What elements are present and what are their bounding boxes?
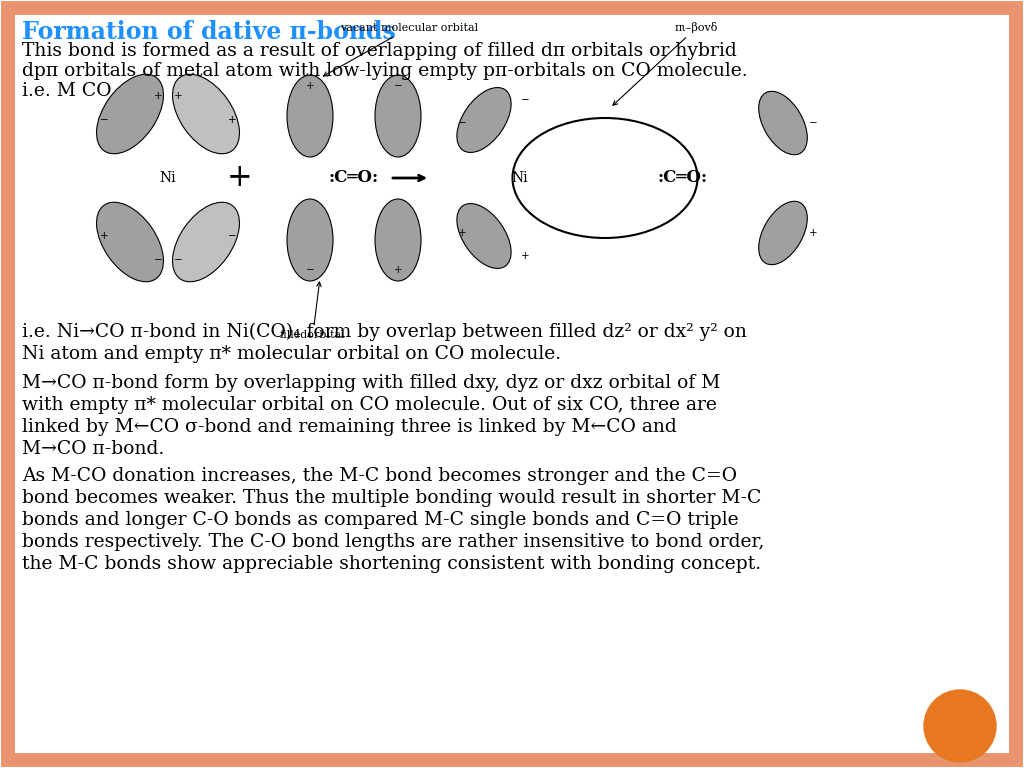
Text: −: −: [99, 115, 109, 125]
Text: Ni: Ni: [160, 171, 176, 185]
Text: +: +: [393, 265, 402, 275]
Text: Ni: Ni: [512, 171, 528, 185]
Text: −: −: [227, 231, 237, 241]
Ellipse shape: [375, 75, 421, 157]
Text: with empty π* molecular orbital on CO molecule. Out of six CO, three are: with empty π* molecular orbital on CO mo…: [22, 396, 717, 414]
Text: i.e. M CO: i.e. M CO: [22, 82, 112, 100]
Text: −: −: [174, 255, 182, 265]
Text: Formation of dative π-bonds: Formation of dative π-bonds: [22, 20, 396, 44]
Text: +: +: [520, 251, 529, 261]
Ellipse shape: [172, 74, 240, 154]
Text: +: +: [99, 231, 109, 241]
Text: +: +: [227, 163, 253, 194]
Text: πι–βovδ: πι–βovδ: [613, 22, 719, 105]
Text: the M-C bonds show appreciable shortening consistent with bonding concept.: the M-C bonds show appreciable shortenin…: [22, 554, 761, 573]
Text: M→CO π-bond.: M→CO π-bond.: [22, 439, 164, 458]
Text: −: −: [520, 95, 529, 105]
Circle shape: [924, 690, 996, 762]
Text: This bond is formed as a result of overlapping of filled dπ orbitals or hybrid: This bond is formed as a result of overl…: [22, 42, 736, 60]
Text: bond becomes weaker. Thus the multiple bonding would result in shorter M-C: bond becomes weaker. Thus the multiple b…: [22, 488, 762, 507]
Text: +: +: [227, 115, 237, 125]
Text: bonds and longer C-O bonds as compared M-C single bonds and C=O triple: bonds and longer C-O bonds as compared M…: [22, 511, 738, 528]
Ellipse shape: [759, 91, 807, 154]
Text: +: +: [154, 91, 163, 101]
Ellipse shape: [457, 204, 511, 269]
Ellipse shape: [96, 74, 164, 154]
Ellipse shape: [457, 88, 511, 153]
Text: +: +: [174, 91, 182, 101]
Text: :C═O:: :C═O:: [657, 170, 708, 187]
Text: M→CO π-bond form by overlapping with filled dxy, dyz or dxz orbital of M: M→CO π-bond form by overlapping with fil…: [22, 373, 720, 392]
Text: −: −: [393, 81, 402, 91]
Ellipse shape: [172, 202, 240, 282]
Text: :C═O:: :C═O:: [329, 170, 379, 187]
Text: dpπ orbitals of metal atom with low-lying empty pπ-orbitals on CO molecule.: dpπ orbitals of metal atom with low-lyin…: [22, 62, 748, 80]
Ellipse shape: [96, 202, 164, 282]
Text: vacant molecular orbital: vacant molecular orbital: [324, 23, 478, 76]
Text: Ni atom and empty π* molecular orbital on CO molecule.: Ni atom and empty π* molecular orbital o…: [22, 345, 561, 363]
Ellipse shape: [759, 201, 807, 265]
Text: +: +: [458, 228, 466, 238]
Ellipse shape: [287, 199, 333, 281]
Text: As M-CO donation increases, the M-C bond becomes stronger and the C=O: As M-CO donation increases, the M-C bond…: [22, 467, 737, 485]
Text: +: +: [809, 228, 817, 238]
Ellipse shape: [287, 75, 333, 157]
Text: −: −: [809, 118, 817, 128]
Text: −: −: [154, 255, 163, 265]
Text: filledorbital: filledorbital: [280, 282, 346, 340]
Text: +: +: [306, 81, 314, 91]
Text: −: −: [305, 265, 314, 275]
Text: bonds respectively. The C-O bond lengths are rather insensitive to bond order,: bonds respectively. The C-O bond lengths…: [22, 532, 764, 551]
Ellipse shape: [375, 199, 421, 281]
Text: −: −: [458, 118, 466, 128]
Text: linked by M←CO σ-bond and remaining three is linked by M←CO and: linked by M←CO σ-bond and remaining thre…: [22, 418, 677, 435]
Text: i.e. Ni→CO π-bond in Ni(CO)₄ form by overlap between filled dz² or dx² y² on: i.e. Ni→CO π-bond in Ni(CO)₄ form by ove…: [22, 323, 746, 341]
